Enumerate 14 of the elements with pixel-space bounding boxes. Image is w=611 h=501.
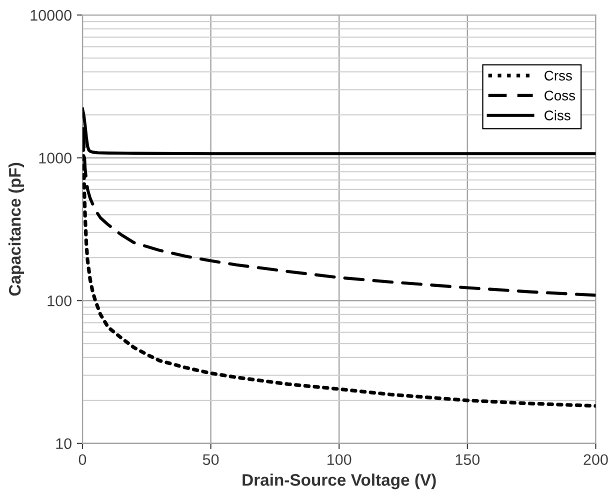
x-tick-label: 150: [456, 454, 480, 466]
y-tick-label: 1000: [39, 152, 72, 164]
y-tick-label: 10: [56, 438, 72, 450]
x-tick-label: 100: [328, 454, 352, 466]
x-axis-title: Drain-Source Voltage (V): [242, 474, 436, 490]
x-tick-label: 50: [202, 454, 219, 466]
x-tick-label: 200: [584, 454, 608, 466]
y-axis-title: Capacitance (pF): [8, 162, 24, 296]
legend-label: Ciss: [544, 110, 570, 120]
x-tick-label: 0: [78, 454, 86, 466]
y-tick-label: 100: [48, 295, 72, 306]
y-tick-label: 10000: [30, 10, 72, 21]
legend-label: Crss: [544, 70, 572, 81]
legend-label: Coss: [544, 90, 576, 100]
